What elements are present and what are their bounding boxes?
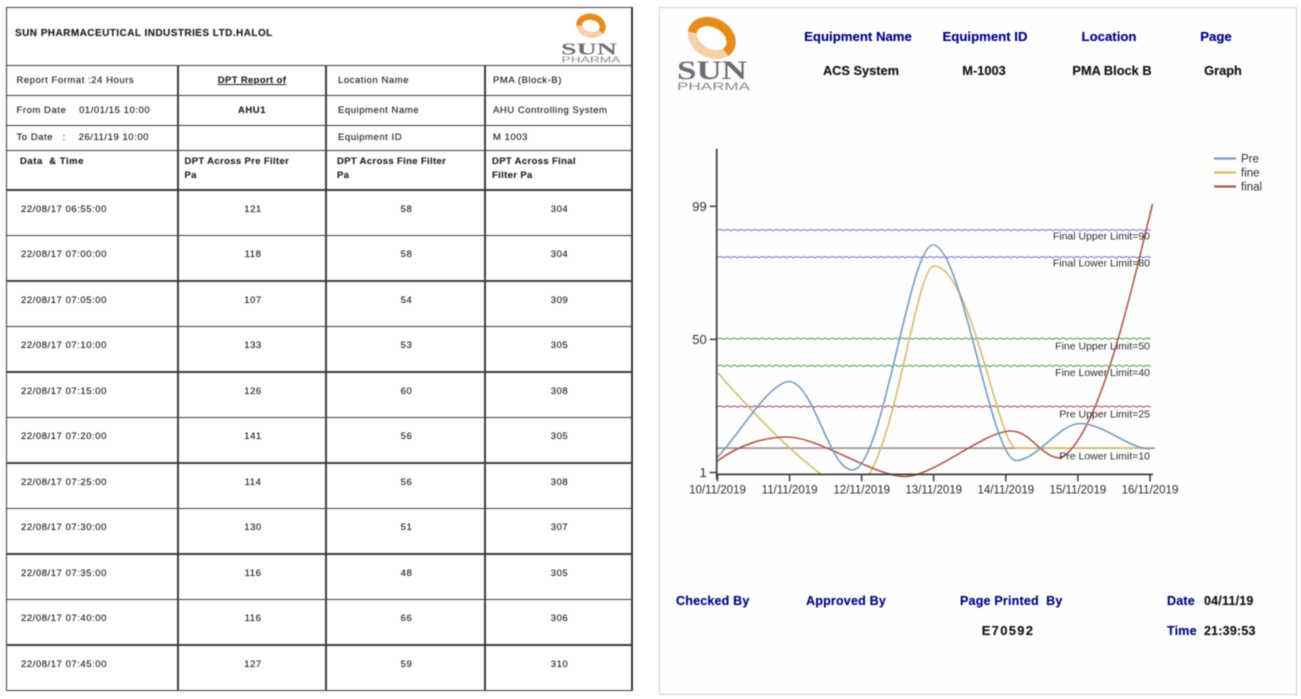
svg-text:16/11/2019: 16/11/2019 — [1122, 485, 1179, 497]
svg-text:Pre: Pre — [1241, 154, 1259, 166]
svg-text:Fine Lower Limit=40: Fine Lower Limit=40 — [1055, 367, 1150, 379]
svg-text:Pre Lower Limit=10: Pre Lower Limit=10 — [1059, 451, 1150, 463]
svg-text:PHARMA: PHARMA — [677, 81, 751, 93]
svg-text:10/11/2019: 10/11/2019 — [689, 485, 746, 497]
svg-text:SUN: SUN — [561, 40, 618, 59]
svg-text:SUN: SUN — [677, 56, 747, 85]
svg-text:Final Lower Limit=80: Final Lower Limit=80 — [1053, 258, 1150, 270]
svg-text:PHARMA: PHARMA — [562, 56, 622, 65]
svg-text:Pre Upper Limit=25: Pre Upper Limit=25 — [1059, 409, 1150, 421]
svg-text:11/11/2019: 11/11/2019 — [762, 485, 818, 497]
svg-text:fine: fine — [1241, 168, 1260, 180]
svg-text:1: 1 — [699, 465, 706, 480]
svg-text:99: 99 — [692, 199, 706, 214]
svg-text:Final Upper Limit=90: Final Upper Limit=90 — [1053, 231, 1150, 243]
svg-text:15/11/2019: 15/11/2019 — [1050, 485, 1107, 497]
svg-text:50: 50 — [692, 332, 706, 347]
svg-text:13/11/2019: 13/11/2019 — [905, 485, 962, 497]
svg-text:14/11/2019: 14/11/2019 — [977, 485, 1034, 497]
svg-text:final: final — [1241, 182, 1262, 194]
svg-text:Fine Upper Limit=50: Fine Upper Limit=50 — [1055, 341, 1150, 353]
svg-text:12/11/2019: 12/11/2019 — [833, 485, 890, 497]
